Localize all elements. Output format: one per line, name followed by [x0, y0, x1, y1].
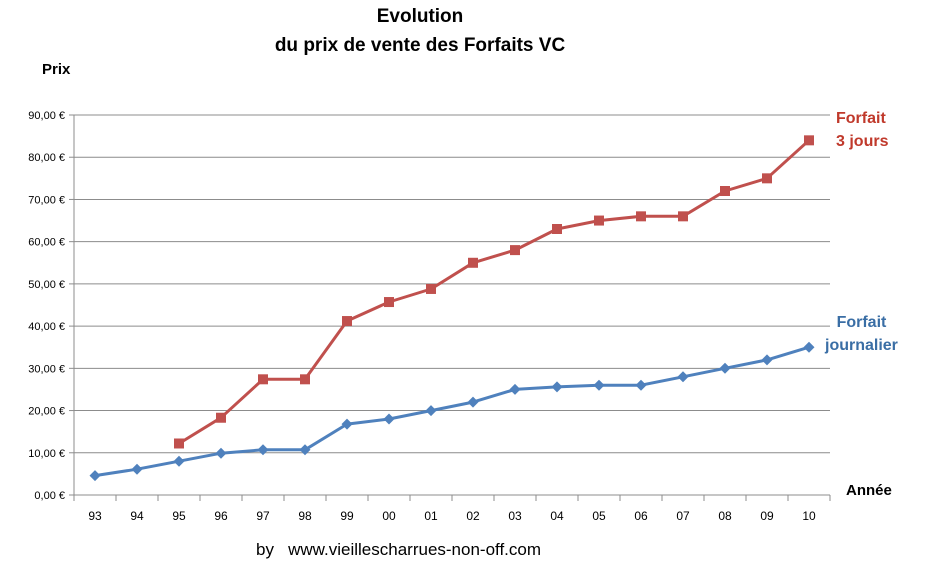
source-credit: by www.vieillescharrues-non-off.com: [256, 540, 542, 559]
y-tick-label: 0,00 €: [34, 490, 65, 502]
data-point-diamond: [299, 444, 311, 456]
data-point-square: [426, 283, 436, 294]
x-tick-label: 93: [88, 509, 102, 523]
y-tick-label: 20,00 €: [28, 406, 65, 418]
data-point-square: [804, 135, 814, 146]
y-tick-label: 90,00 €: [28, 110, 65, 122]
x-tick-label: 97: [256, 509, 270, 523]
y-tick-label: 40,00 €: [28, 321, 65, 333]
data-point-diamond: [467, 396, 479, 408]
data-point-diamond: [593, 379, 605, 391]
x-tick-label: 01: [424, 509, 438, 523]
data-point-square: [552, 224, 562, 234]
x-tick-label: 94: [130, 509, 144, 523]
x-tick-label: 07: [676, 509, 690, 523]
data-point-square: [678, 211, 688, 222]
data-point-diamond: [383, 413, 395, 425]
x-tick-label: 02: [466, 509, 480, 523]
data-point-square: [510, 245, 520, 256]
data-point-diamond: [719, 362, 731, 374]
x-tick-label: 99: [340, 509, 354, 523]
series-line-0: [178, 139, 811, 445]
data-point-square: [468, 257, 478, 268]
y-tick-label: 70,00 €: [28, 194, 65, 206]
data-point-diamond: [677, 371, 689, 383]
chart-title: Evolution: [376, 6, 464, 27]
y-tick-label: 50,00 €: [28, 279, 65, 291]
x-tick-label: 05: [592, 509, 606, 523]
x-axis-label: Année: [846, 482, 892, 499]
x-tick-label: 03: [508, 509, 522, 523]
data-point-square: [720, 186, 730, 196]
x-tick-label: 06: [634, 509, 648, 523]
series-label-forfait-journalier: Forfait journalier: [825, 311, 898, 357]
data-point-diamond: [425, 405, 437, 417]
data-point-diamond: [89, 470, 101, 482]
x-tick-label: 10: [802, 509, 816, 523]
data-point-square: [594, 215, 604, 226]
series-label-line: Forfait: [836, 110, 886, 127]
data-point-square: [636, 211, 646, 222]
data-point-square: [342, 316, 352, 327]
data-point-diamond: [341, 418, 353, 430]
y-tick-label: 30,00 €: [28, 363, 65, 375]
series-label-line: journalier: [825, 337, 898, 354]
y-tick-label: 60,00 €: [28, 237, 65, 249]
data-point-square: [216, 412, 226, 423]
series-label-line: Forfait: [836, 314, 887, 331]
series-label-line: 3 jours: [836, 133, 889, 150]
y-tick-label: 80,00 €: [28, 152, 65, 164]
series-line-1: [94, 345, 810, 478]
data-point-square: [762, 173, 772, 184]
data-point-diamond: [551, 381, 563, 393]
x-tick-label: 08: [718, 509, 732, 523]
data-point-square: [258, 374, 268, 385]
series-label-forfait-3-jours: Forfait 3 jours: [836, 107, 888, 153]
data-point-diamond: [635, 379, 647, 391]
data-point-square: [384, 297, 394, 308]
data-point-diamond: [803, 341, 815, 353]
data-point-diamond: [509, 383, 521, 395]
data-point-diamond: [257, 444, 269, 456]
chart-subtitle: du prix de vente des Forfaits VC: [274, 35, 566, 56]
data-point-diamond: [173, 455, 185, 467]
x-tick-label: 95: [172, 509, 186, 523]
y-axis-label: Prix: [42, 61, 71, 78]
data-point-diamond: [215, 447, 227, 459]
data-point-diamond: [131, 463, 143, 475]
x-tick-label: 00: [382, 509, 396, 523]
x-tick-label: 09: [760, 509, 774, 523]
x-tick-label: 04: [550, 509, 564, 523]
y-tick-label: 10,00 €: [28, 448, 65, 460]
data-point-square: [174, 438, 184, 449]
data-point-square: [300, 374, 310, 385]
x-tick-label: 96: [214, 509, 228, 523]
x-tick-label: 98: [298, 509, 312, 523]
data-point-diamond: [761, 354, 773, 366]
